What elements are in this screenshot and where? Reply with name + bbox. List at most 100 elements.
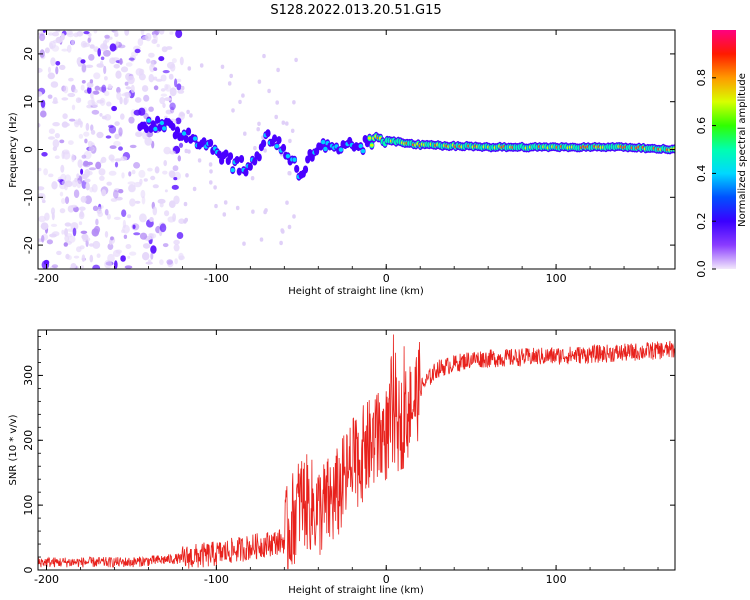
spectrogram-noise-cell xyxy=(43,168,48,176)
spectrogram-noise-cell xyxy=(150,245,157,254)
spectrogram-noise-cell xyxy=(152,184,159,189)
spectrogram-noise-cell xyxy=(154,166,160,174)
spectrogram-noise-cell xyxy=(141,85,149,92)
spectrogram-noise-cell xyxy=(86,170,93,176)
spectrogram-noise-cell xyxy=(127,181,136,185)
spectrogram-noise-cell xyxy=(220,64,225,70)
spectrogram-noise-cell xyxy=(143,94,150,102)
spectrogram-noise-cell xyxy=(62,113,68,120)
spectrogram-noise-cell xyxy=(91,109,100,115)
spectrogram-ridge-cell xyxy=(252,157,258,166)
spectrogram-noise-cell xyxy=(79,120,83,128)
spectrogram-noise-cell xyxy=(80,265,85,269)
spectrogram-noise-cell xyxy=(64,196,70,204)
spectrogram-ridge-cell xyxy=(153,126,158,132)
spectrogram-noise-cell xyxy=(66,255,72,261)
spectrogram-noise-cell xyxy=(176,78,182,83)
spectrogram-noise-cell xyxy=(178,111,185,121)
spectrogram-noise-cell xyxy=(113,189,119,199)
spectrogram-noise-cell xyxy=(96,131,104,139)
spectrogram-noise-cell xyxy=(99,43,108,52)
spectrogram-noise-cell xyxy=(167,216,175,223)
spectrogram-noise-cell xyxy=(184,148,189,154)
spectrogram-noise-cell xyxy=(88,54,95,61)
y-tick-label: 300 xyxy=(22,365,35,386)
spectrogram-noise-cell xyxy=(159,97,166,105)
spectrogram-noise-cell xyxy=(89,254,94,263)
spectrogram-ridge-cell xyxy=(223,149,229,158)
spectrogram-noise-cell xyxy=(89,186,94,193)
spectrogram-noise-cell xyxy=(87,37,91,44)
spectrogram-noise-cell xyxy=(77,159,83,168)
spectrogram-noise-cell xyxy=(93,72,101,80)
spectrogram-noise-cell xyxy=(107,83,112,90)
spectrogram-noise-cell xyxy=(140,30,145,36)
spectrogram-noise-cell xyxy=(111,105,117,112)
spectrogram-ridge-cell xyxy=(192,136,198,141)
spectrogram-ridge-cell xyxy=(256,153,262,162)
spectrogram-noise-cell xyxy=(81,63,87,73)
spectrogram-noise-cell xyxy=(229,73,233,79)
spectrogram-noise-cell xyxy=(150,252,154,260)
spectrogram-noise-cell xyxy=(125,86,132,90)
spectrogram-noise-cell xyxy=(159,202,164,208)
y-tick-label: -20 xyxy=(22,236,35,254)
spectrogram-noise-cell xyxy=(169,31,174,35)
spectrogram-noise-cell xyxy=(159,30,165,35)
spectrogram-noise-cell xyxy=(152,206,158,216)
spectrogram-noise-cell xyxy=(257,121,261,127)
spectrogram-noise-cell xyxy=(110,198,118,202)
spectrogram-noise-cell xyxy=(128,116,135,124)
spectrogram-noise-cell xyxy=(276,67,280,73)
spectrogram-noise-cell xyxy=(132,224,136,229)
spectrogram-noise-cell xyxy=(88,146,95,152)
spectrogram-noise-cell xyxy=(171,184,179,190)
spectrogram-noise-cell xyxy=(61,48,68,52)
spectrogram-noise-cell xyxy=(59,191,64,197)
spectrogram-noise-cell xyxy=(54,133,61,139)
spectrogram-noise-cell xyxy=(177,155,181,162)
spectrogram-noise-cell xyxy=(257,79,262,84)
spectrogram-noise-cell xyxy=(145,32,152,42)
spectrogram-noise-cell xyxy=(56,250,62,256)
spectrogram-noise-cell xyxy=(60,164,65,173)
spectrogram-ridge-cell xyxy=(285,154,291,159)
spectrogram-noise-cell xyxy=(82,162,91,168)
spectrogram-noise-cell xyxy=(135,132,142,137)
spectrogram-noise-cell xyxy=(101,189,107,197)
spectrogram-noise-cell xyxy=(108,154,115,161)
spectrogram-noise-cell xyxy=(39,33,46,42)
spectrogram-ridge-cell xyxy=(185,127,192,136)
spectrogram-noise-cell xyxy=(76,173,80,179)
spectrogram-ridge-cell xyxy=(360,148,366,154)
spectrogram-noise-cell xyxy=(51,31,60,37)
spectrogram-noise-cell xyxy=(209,169,213,174)
spectrogram-noise-cell xyxy=(90,124,94,132)
spectrogram-noise-cell xyxy=(38,122,41,128)
spectrogram-noise-cell xyxy=(48,128,56,134)
spectrogram-noise-cell xyxy=(153,76,158,81)
spectrogram-noise-cell xyxy=(80,230,88,234)
spectrogram-noise-cell xyxy=(101,84,107,94)
spectrogram-noise-cell xyxy=(250,176,255,181)
spectrogram-ridge-cell xyxy=(170,122,176,131)
spectrogram-noise-cell xyxy=(82,42,91,48)
spectrogram-noise-cell xyxy=(125,244,132,249)
spectrogram-noise-cell xyxy=(121,172,125,179)
spectrogram-noise-cell xyxy=(129,251,137,256)
spectrogram-ridge-cell xyxy=(338,147,344,152)
spectrogram-noise-cell xyxy=(142,243,151,249)
spectrogram-noise-cell xyxy=(113,216,121,220)
spectrogram-noise-cell xyxy=(104,231,109,238)
spectrogram-noise-cell xyxy=(66,228,75,232)
spectrogram-noise-cell xyxy=(148,74,155,83)
x-tick-label: -200 xyxy=(34,272,59,285)
spectrogram-noise-cell xyxy=(208,162,213,167)
spectrogram-noise-cell xyxy=(178,218,185,224)
colorbar-ticks: 0.0 0.2 0.4 0.6 0.8 xyxy=(695,69,716,278)
spectrogram-noise-cell xyxy=(162,243,169,248)
spectrogram-noise-cell xyxy=(285,121,289,126)
y-tick-label: 20 xyxy=(22,47,35,61)
